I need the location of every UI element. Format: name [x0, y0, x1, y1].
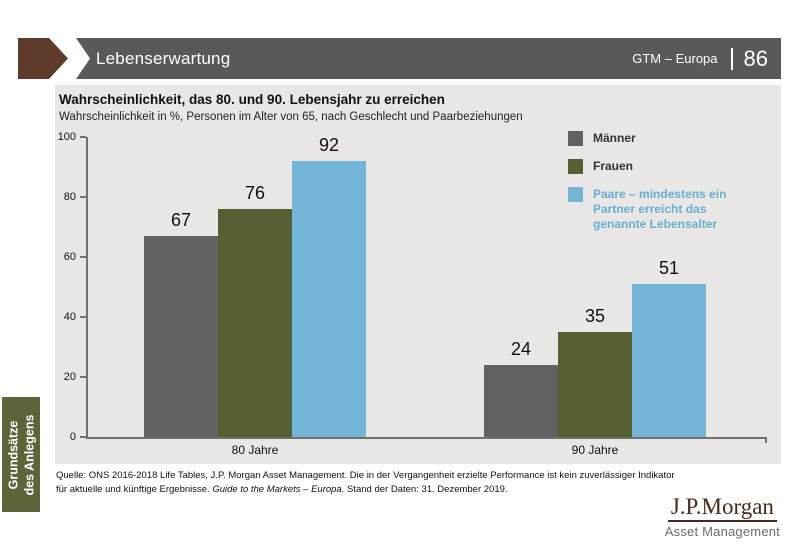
legend-swatch-icon — [568, 159, 583, 174]
legend-item: Paare – mindestens ein Partner erreicht … — [568, 187, 726, 232]
page-title: Lebenserwartung — [96, 48, 231, 68]
bar-paare-90-Jahre — [632, 284, 706, 437]
sidebar-section-line2: des Anlegens — [22, 414, 36, 495]
y-tick-mark — [80, 376, 86, 378]
sidebar-section-line1: Grundsätze — [6, 420, 20, 489]
jpmorgan-wordmark: J.P.Morgan — [667, 494, 777, 523]
y-tick-mark — [80, 196, 86, 198]
legend: Männer Frauen Paare – mindestens ein Partn… — [568, 131, 726, 245]
footnote-line2-pre: für aktuelle und künftige Ergebnisse. — [56, 483, 213, 495]
y-tick-label: 80 — [63, 191, 76, 203]
legend-label: Männer — [593, 131, 636, 145]
header-divider — [730, 47, 733, 70]
y-tick-mark — [80, 436, 86, 438]
legend-item: Frauen — [568, 159, 726, 174]
footnote-line2-italic: Guide to the Markets – Europa. — [212, 483, 345, 495]
page-number: 86 — [743, 45, 768, 71]
y-tick-label: 0 — [69, 431, 76, 443]
bar-value-label: 76 — [244, 183, 266, 203]
legend-swatch-icon — [568, 187, 583, 202]
bar-frauen-80-Jahre — [218, 209, 292, 437]
bar-value-label: 51 — [658, 258, 680, 278]
header-arrow-icon — [18, 38, 68, 79]
y-axis — [86, 137, 88, 439]
y-tick-label: 60 — [63, 251, 76, 263]
y-tick-label: 40 — [63, 311, 76, 323]
footnote-line-2: für aktuelle und künftige Ergebnisse. Gu… — [56, 483, 675, 497]
legend-label: Frauen — [593, 159, 634, 173]
footnote-line2-post: Stand der Daten: 31. Dezember 2019. — [344, 483, 508, 495]
y-tick-mark — [80, 136, 86, 138]
x-axis-end-tick — [765, 437, 767, 443]
y-tick-mark — [80, 256, 86, 258]
bar-value-label: 67 — [170, 210, 192, 230]
legend-swatch-icon — [568, 131, 583, 146]
category-label: 90 Jahre — [571, 443, 619, 457]
asset-management-label: Asset Management — [664, 524, 780, 540]
y-tick-mark — [80, 316, 86, 318]
footnote-line-1: Quelle: ONS 2016-2018 Life Tables, J.P. … — [56, 470, 675, 481]
category-label: 80 Jahre — [231, 443, 279, 457]
source-footnote: Quelle: ONS 2016-2018 Life Tables, J.P. … — [56, 469, 675, 496]
bar-männer-90-Jahre — [484, 365, 558, 437]
bar-frauen-90-Jahre — [558, 332, 632, 437]
y-tick-label: 20 — [63, 371, 76, 383]
bar-value-label: 24 — [510, 339, 532, 359]
sidebar-section-tab: Grundsätze des Anlegens — [2, 397, 40, 512]
header-bar: Lebenserwartung GTM – Europa 86 — [76, 38, 781, 79]
gtm-region-label: GTM – Europa — [632, 51, 718, 66]
bar-paare-80-Jahre — [292, 161, 366, 437]
plot-area: 0 20 40 60 80 100 67 76 92 80 Jahre 24 35 51 90 Jahre — [58, 131, 767, 457]
chart-title: Wahrscheinlichkeit, das 80. und 90. Lebe… — [59, 92, 445, 107]
sidebar-section-label: Grundsätze des Anlegens — [2, 397, 40, 512]
bar-value-label: 92 — [318, 135, 340, 155]
bar-value-label: 35 — [584, 306, 606, 326]
jpmorgan-logo: J.P.Morgan Asset Management — [664, 494, 780, 540]
bar-männer-80-Jahre — [144, 236, 218, 437]
chart-panel: Wahrscheinlichkeit, das 80. und 90. Lebe… — [55, 85, 781, 464]
x-axis — [86, 437, 767, 439]
chart-subtitle: Wahrscheinlichkeit in %, Personen im Alt… — [59, 111, 523, 123]
legend-item: Männer — [568, 131, 726, 146]
legend-label: Paare – mindestens ein Partner erreicht … — [593, 187, 727, 231]
header-meta-group: GTM – Europa 86 — [632, 46, 781, 72]
y-tick-label: 100 — [57, 131, 76, 143]
